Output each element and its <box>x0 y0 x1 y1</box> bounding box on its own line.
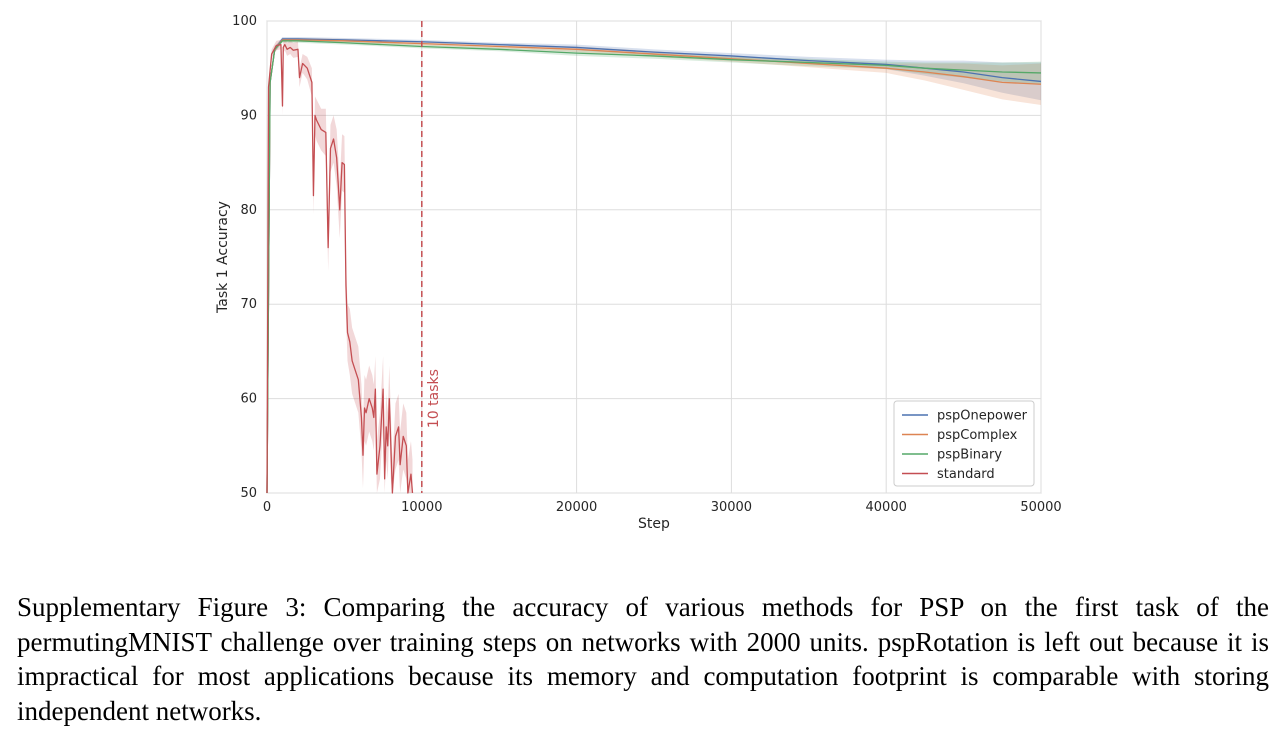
y-tick-label: 80 <box>240 203 257 218</box>
legend-box <box>893 400 1035 487</box>
pspComplex-legend-label: pspComplex <box>937 428 1018 443</box>
pspComplex-band <box>267 37 1041 493</box>
pspOnepower-band <box>267 37 1041 493</box>
pspBinary-legend-label: pspBinary <box>937 448 1002 463</box>
y-tick-label: 50 <box>240 486 257 501</box>
x-tick-label: 10000 <box>401 500 442 515</box>
ten-tasks-label: 10 tasks <box>426 369 442 428</box>
figure-caption: Supplementary Figure 3: Comparing the ac… <box>17 592 1269 726</box>
x-tick-label: 0 <box>263 500 271 515</box>
y-tick-label: 70 <box>240 297 257 312</box>
pspBinary-line <box>266 40 1042 494</box>
confidence-bands <box>267 37 1041 493</box>
y-tick-label: 90 <box>240 108 257 123</box>
x-axis-label: Step <box>638 516 670 532</box>
series-lines <box>266 38 1042 494</box>
standard-band <box>267 38 413 493</box>
x-tick-label: 40000 <box>866 500 907 515</box>
accuracy-chart: 10 tasks 0 10000 20000 30000 40000 50000 50 60 7… <box>215 14 1062 532</box>
standard-legend-label: standard <box>937 467 995 482</box>
x-tick-label: 20000 <box>556 500 597 515</box>
x-tick-label: 30000 <box>711 500 752 515</box>
ten-tasks-annotation: 10 tasks <box>421 21 442 493</box>
y-tick-label: 100 <box>232 14 257 29</box>
legend: pspOnepower pspComplex pspBinary standard <box>893 400 1035 487</box>
y-tick-label: 60 <box>240 392 257 407</box>
grid-lines <box>266 20 1042 494</box>
standard-line <box>266 43 414 494</box>
y-axis-label: Task 1 Accuracy <box>215 201 231 314</box>
pspOnepower-legend-label: pspOnepower <box>937 409 1028 424</box>
x-tick-label: 50000 <box>1020 500 1061 515</box>
tick-labels: 0 10000 20000 30000 40000 50000 50 60 70 80 90 100 <box>232 14 1062 515</box>
